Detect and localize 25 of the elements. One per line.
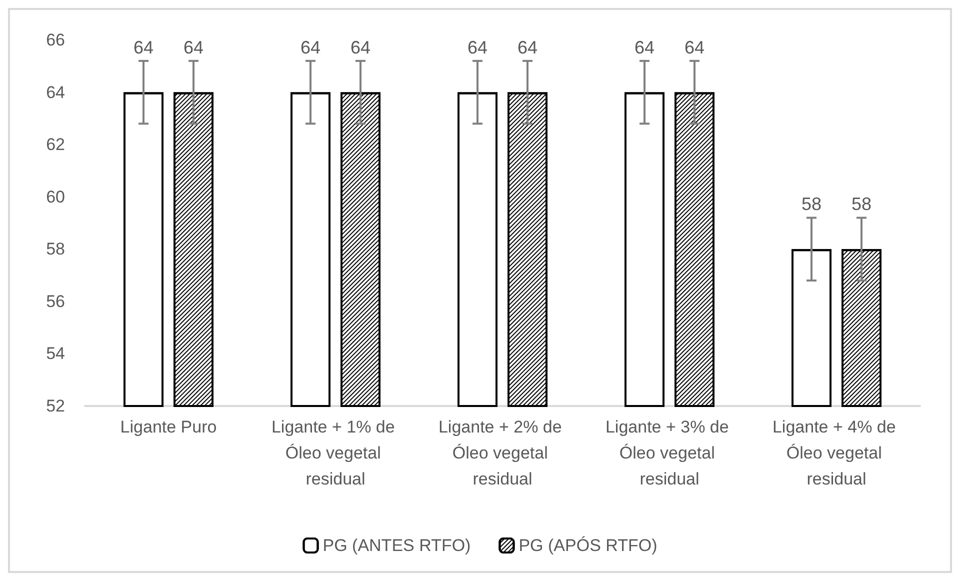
data-label: 58 [801, 194, 822, 214]
x-tick-label: Ligante Puro [120, 418, 217, 436]
y-tick-label: 62 [46, 135, 65, 154]
data-label: 64 [350, 37, 371, 58]
legend-label: PG (ANTES RTFO) [322, 536, 471, 555]
y-tick-label: 60 [46, 187, 65, 206]
y-tick-label: 52 [46, 396, 65, 416]
data-label: 64 [467, 37, 488, 58]
y-tick-label: 66 [46, 30, 65, 50]
data-label: 58 [851, 194, 872, 214]
data-label: 64 [634, 37, 655, 58]
legend-label: PG (APÓS RTFO) [518, 536, 658, 555]
y-tick-label: 56 [46, 292, 65, 311]
x-tick-label: Ligante + 4% de Óleo vegetal residual [772, 418, 901, 488]
data-label: 64 [517, 37, 538, 58]
y-tick-label: 58 [46, 240, 65, 259]
data-label: 64 [183, 37, 204, 58]
x-tick-label: Ligante + 2% de Óleo vegetal residual [438, 418, 567, 488]
data-label: 64 [133, 37, 154, 58]
data-label: 64 [684, 37, 705, 58]
y-tick-label: 54 [46, 344, 65, 364]
x-tick-label: Ligante + 3% de Óleo vegetal residual [605, 418, 734, 488]
x-tick-label: Ligante + 1% de Óleo vegetal residual [271, 418, 400, 488]
data-label: 64 [300, 37, 321, 58]
y-tick-label: 64 [46, 82, 65, 102]
